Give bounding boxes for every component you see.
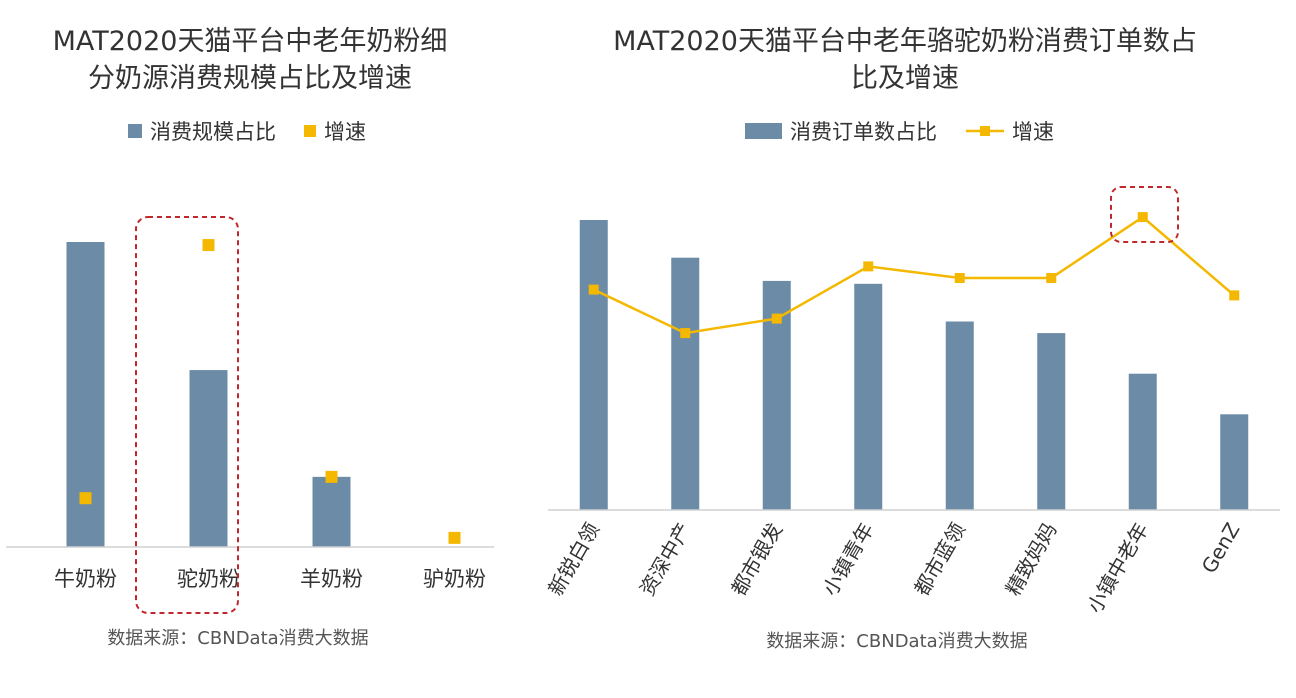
left-growth-marker-1 — [202, 239, 215, 252]
right-growth-marker-6 — [1137, 212, 1148, 223]
right-bar-1 — [671, 257, 700, 510]
right-growth-marker-7 — [1229, 290, 1240, 301]
left-tick-label-0: 牛奶粉 — [54, 567, 117, 591]
right-tick-label-7: GenZ — [1197, 519, 1245, 578]
right-legend-bar-label: 消费订单数占比 — [790, 120, 937, 144]
left-legend-bar-swatch — [128, 124, 142, 138]
left-legend-bar-label: 消费规模占比 — [150, 120, 276, 144]
right-tick-label-2: 都市银发 — [726, 519, 787, 600]
left-source-note: 数据来源：CBNData消费大数据 — [107, 628, 368, 649]
right-tick-label-4: 都市蓝领 — [909, 519, 970, 600]
left-growth-marker-2 — [325, 470, 338, 483]
right-legend-growth-label: 增速 — [1012, 120, 1054, 144]
right-chart-title-line-1: MAT2020天猫平台中老年骆驼奶粉消费订单数占 — [613, 26, 1197, 57]
left-legend-growth-label: 增速 — [324, 120, 366, 144]
right-source-note: 数据来源：CBNData消费大数据 — [766, 631, 1027, 652]
right-growth-marker-4 — [954, 273, 965, 283]
right-growth-marker-1 — [680, 328, 691, 339]
right-highlight-box — [1110, 186, 1179, 243]
right-growth-line — [593, 215, 1236, 335]
right-bar-5 — [1037, 333, 1066, 510]
left-chart-title-line-2: 分奶源消费规模占比及增速 — [88, 63, 412, 94]
right-bar-3 — [854, 283, 883, 510]
left-tick-label-2: 羊奶粉 — [300, 567, 363, 591]
left-growth-marker-0 — [79, 492, 92, 505]
left-chart-title-line-1: MAT2020天猫平台中老年奶粉细 — [53, 26, 448, 57]
right-tick-label-0: 新锐白领 — [543, 519, 604, 600]
right-legend-bar-swatch — [745, 123, 782, 139]
right-growth-marker-5 — [1046, 273, 1057, 283]
right-tick-label-3: 小镇青年 — [818, 519, 879, 600]
left-legend-growth-swatch — [304, 125, 316, 137]
right-chart: MAT2020天猫平台中老年骆驼奶粉消费订单数占 比及增速 消费订单数占比 增速… — [543, 26, 1280, 652]
right-growth-marker-3 — [863, 261, 874, 272]
left-growth-marker-3 — [448, 531, 461, 544]
left-tick-label-1: 驼奶粉 — [177, 567, 240, 591]
right-growth-marker-2 — [771, 313, 782, 324]
right-tick-label-6: 小镇中老年 — [1082, 519, 1153, 618]
right-tick-label-1: 资深中产 — [635, 519, 696, 600]
right-tick-label-5: 精致妈妈 — [1001, 519, 1062, 600]
left-tick-label-3: 驴奶粉 — [423, 567, 486, 591]
right-bar-6 — [1128, 373, 1157, 510]
right-bar-7 — [1220, 414, 1249, 510]
right-bar-4 — [945, 321, 974, 510]
left-highlight-box — [135, 216, 239, 614]
left-chart: MAT2020天猫平台中老年奶粉细 分奶源消费规模占比及增速 消费规模占比 增速… — [6, 26, 494, 649]
left-bar-2 — [312, 476, 351, 547]
left-bar-1 — [189, 370, 228, 547]
right-chart-title-line-2: 比及增速 — [851, 63, 959, 94]
right-legend-growth-marker — [980, 126, 990, 136]
right-bar-0 — [579, 220, 608, 510]
right-growth-marker-0 — [588, 284, 599, 295]
